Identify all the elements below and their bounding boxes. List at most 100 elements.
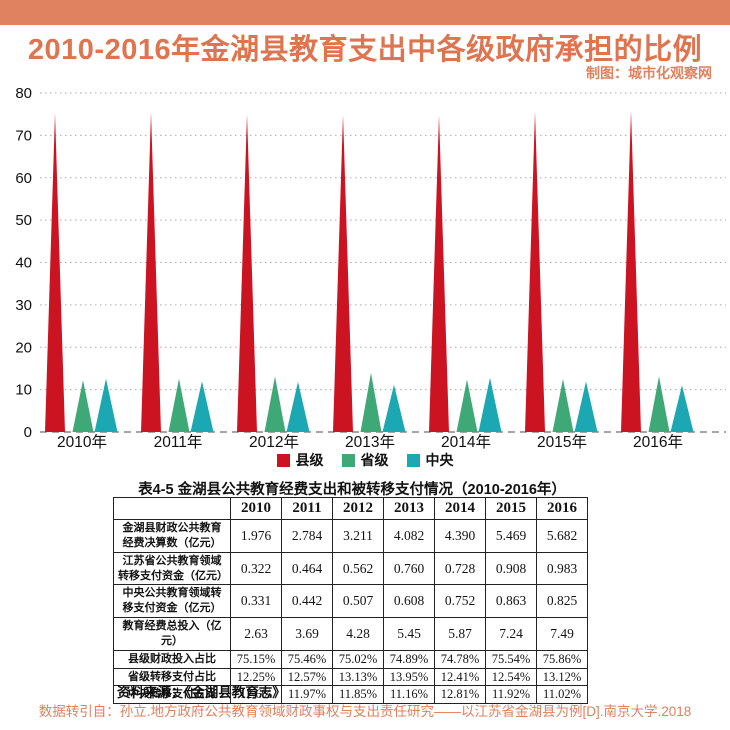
legend-label: 省级: [360, 452, 389, 468]
table-cell: 0.442: [281, 584, 333, 619]
y-tick-label: 50: [15, 212, 32, 229]
table-cell: 0.331: [230, 584, 282, 619]
table-cell: 12.57%: [281, 667, 333, 687]
y-tick-label: 60: [15, 170, 32, 187]
table-year-header: 2012: [332, 497, 384, 520]
table-cell: 2.784: [281, 519, 333, 553]
table-cell: 75.02%: [332, 649, 384, 669]
credit-line: 制图：城市化观察网: [586, 65, 712, 81]
table-cell: 0.983: [536, 551, 588, 586]
table-cell: 13.95%: [383, 667, 435, 687]
legend-item: 中央: [406, 450, 454, 470]
table-cell: 75.15%: [230, 649, 282, 669]
y-tick-label: 30: [15, 297, 32, 314]
table-cell: 7.49: [536, 617, 588, 651]
spike-省级-2013年: [360, 372, 382, 432]
spike-县级-2013年: [333, 114, 353, 432]
table-cell: 75.54%: [485, 649, 537, 669]
table-source: 资料来源：《金湖县教育志》: [117, 685, 286, 700]
table-year-header: 2014: [434, 497, 486, 520]
table-cell: 0.562: [332, 551, 384, 586]
table-cell: 0.863: [485, 584, 537, 619]
table-cell: 5.87: [434, 617, 486, 651]
table-year-header: 2016: [536, 497, 588, 520]
spike-中央-2013年: [382, 384, 406, 432]
page-title: 2010-2016年金湖县教育支出中各级政府承担的比例: [27, 34, 703, 66]
x-tick-label: 2010年: [57, 433, 107, 451]
table-cell: 11.85%: [332, 685, 384, 705]
spike-县级-2011年: [141, 112, 161, 432]
table-cell: 11.02%: [536, 685, 588, 705]
table-cell: 12.25%: [230, 667, 282, 687]
table-header-row: 2010 2011 2012 2013 2014 2015 2016: [113, 497, 588, 520]
table-cell: 3.211: [332, 519, 384, 553]
table-cell: 11.16%: [383, 685, 435, 705]
table-cell: 0.825: [536, 584, 588, 619]
spike-省级-2012年: [264, 376, 286, 432]
table-row: 中央转移支付占比 12.6% 11.97% 11.85% 11.16% 12.81% 11.…: [113, 685, 588, 705]
table-cell: 2.63: [230, 617, 282, 651]
table-row-label: 中央转移支付占比: [113, 685, 231, 705]
table-row-label: 中央公共教育领域转移支付资金（亿元）: [113, 584, 231, 619]
table-cell: 13.13%: [332, 667, 384, 687]
table-cell: 5.682: [536, 519, 588, 553]
table-year-header: 2015: [485, 497, 537, 520]
legend-item: 省级: [341, 450, 389, 470]
table-cell: 0.464: [281, 551, 333, 586]
table-cell: 0.908: [485, 551, 537, 586]
y-tick-label: 70: [15, 127, 32, 144]
table-cell: 0.322: [230, 551, 282, 586]
spike-省级-2014年: [456, 379, 478, 432]
x-tick-label: 2012年: [249, 433, 299, 451]
table-cell: 74.78%: [434, 649, 486, 669]
spike-省级-2016年: [648, 376, 670, 432]
table-cell: 12.54%: [485, 667, 537, 687]
table-cell: 75.86%: [536, 649, 588, 669]
spike-中央-2015年: [574, 381, 598, 432]
table-year-header: 2011: [281, 497, 333, 520]
table-cell: 5.469: [485, 519, 537, 553]
table-corner-cell: [113, 497, 231, 520]
spike-中央-2012年: [286, 381, 310, 432]
table-row-label: 县级财政投入占比: [113, 649, 231, 669]
spike-中央-2016年: [670, 385, 694, 432]
spike-县级-2016年: [621, 110, 641, 433]
table-row-label: 江苏省公共教育领域转移支付资金（亿元）: [113, 551, 231, 586]
spike-中央-2010年: [94, 378, 118, 432]
y-tick-label: 40: [15, 255, 32, 272]
spike-县级-2010年: [45, 113, 65, 432]
legend-swatch-icon: [406, 453, 420, 467]
y-tick-label: 80: [15, 85, 32, 102]
spike-县级-2014年: [429, 115, 449, 432]
table-year-header: 2010: [230, 497, 282, 520]
table-cell: 5.45: [383, 617, 435, 651]
table-row: 中央公共教育领域转移支付资金（亿元） 0.331 0.442 0.507 0.608 0.…: [113, 584, 588, 619]
x-tick-label: 2013年: [345, 433, 395, 451]
table-year-header: 2013: [383, 497, 435, 520]
table-cell: 0.608: [383, 584, 435, 619]
table-cell: 75.46%: [281, 649, 333, 669]
table-cell: 13.12%: [536, 667, 588, 687]
table-cell: 74.89%: [383, 649, 435, 669]
table-row: 教育经费总投入（亿元） 2.63 3.69 4.28 5.45 5.87 7.24 7.49: [113, 617, 588, 651]
table-row-label: 金湖县财政公共教育经费决算数（亿元）: [113, 519, 231, 553]
spike-中央-2011年: [190, 381, 214, 432]
table-cell: 0.752: [434, 584, 486, 619]
legend-label: 中央: [425, 452, 454, 468]
table-title: 表4-5 金湖县公共教育经费支出和被转移支付情况（2010-2016年）: [138, 482, 566, 498]
table-row-label: 教育经费总投入（亿元）: [113, 617, 231, 651]
y-tick-label: 20: [15, 339, 32, 356]
table-cell: 12.6%: [230, 685, 282, 705]
table-row: 县级财政投入占比 75.15% 75.46% 75.02% 74.89% 74.78% 75…: [113, 649, 588, 669]
y-tick-label: 10: [15, 382, 32, 399]
spike-省级-2011年: [168, 378, 190, 432]
data-table: 2010 2011 2012 2013 2014 2015 2016 金湖县财政公共教育经费决…: [113, 497, 588, 705]
table-cell: 7.24: [485, 617, 537, 651]
table-cell: 11.97%: [281, 685, 333, 705]
legend-item: 县级: [276, 450, 324, 470]
y-tick-label: 0: [24, 424, 32, 441]
top-accent-bar: [0, 0, 730, 25]
table-cell: 3.69: [281, 617, 333, 651]
x-tick-label: 2016年: [633, 433, 683, 451]
table-cell: 4.28: [332, 617, 384, 651]
